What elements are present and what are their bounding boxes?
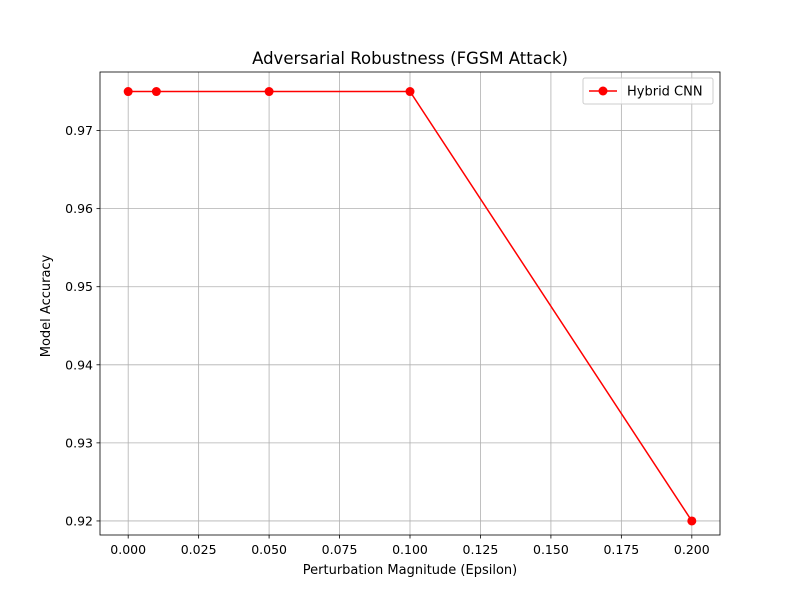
- data-point: [405, 87, 415, 97]
- x-tick-label: 0.125: [463, 542, 499, 557]
- legend-box: [582, 77, 714, 105]
- x-tick-label: 0.150: [533, 542, 569, 557]
- chart-title: Adversarial Robustness (FGSM Attack): [252, 49, 568, 68]
- x-axis-title: Perturbation Magnitude (Epsilon): [303, 563, 517, 578]
- x-tick-label: 0.000: [110, 542, 146, 557]
- data-point: [264, 87, 274, 97]
- y-tick-label: 0.94: [65, 357, 93, 372]
- legend-label: Hybrid CNN: [627, 85, 703, 100]
- y-tick-label: 0.95: [65, 279, 93, 294]
- x-tick-label: 0.075: [322, 542, 358, 557]
- x-tick-label: 0.200: [674, 542, 710, 557]
- x-tick-label: 0.025: [181, 542, 217, 557]
- series-layer: [123, 87, 697, 526]
- x-tick-label: 0.050: [251, 542, 287, 557]
- legend: Hybrid CNN: [582, 77, 714, 105]
- data-point: [123, 87, 133, 97]
- legend-marker-swatch: [598, 86, 608, 96]
- y-tick-label: 0.93: [65, 435, 93, 450]
- y-tick-label: 0.97: [65, 123, 93, 138]
- x-tick-label: 0.100: [392, 542, 428, 557]
- grid-lines: [100, 72, 720, 535]
- y-axis-title: Model Accuracy: [39, 254, 54, 357]
- data-point: [151, 87, 161, 97]
- data-point: [687, 516, 697, 526]
- y-tick-label: 0.92: [65, 513, 93, 528]
- axes: 0.000 0.025 0.050 0.075 0.100 0.125 0.150 0.175…: [65, 71, 721, 557]
- x-tick-label: 0.175: [603, 542, 639, 557]
- y-tick-label: 0.96: [65, 201, 93, 216]
